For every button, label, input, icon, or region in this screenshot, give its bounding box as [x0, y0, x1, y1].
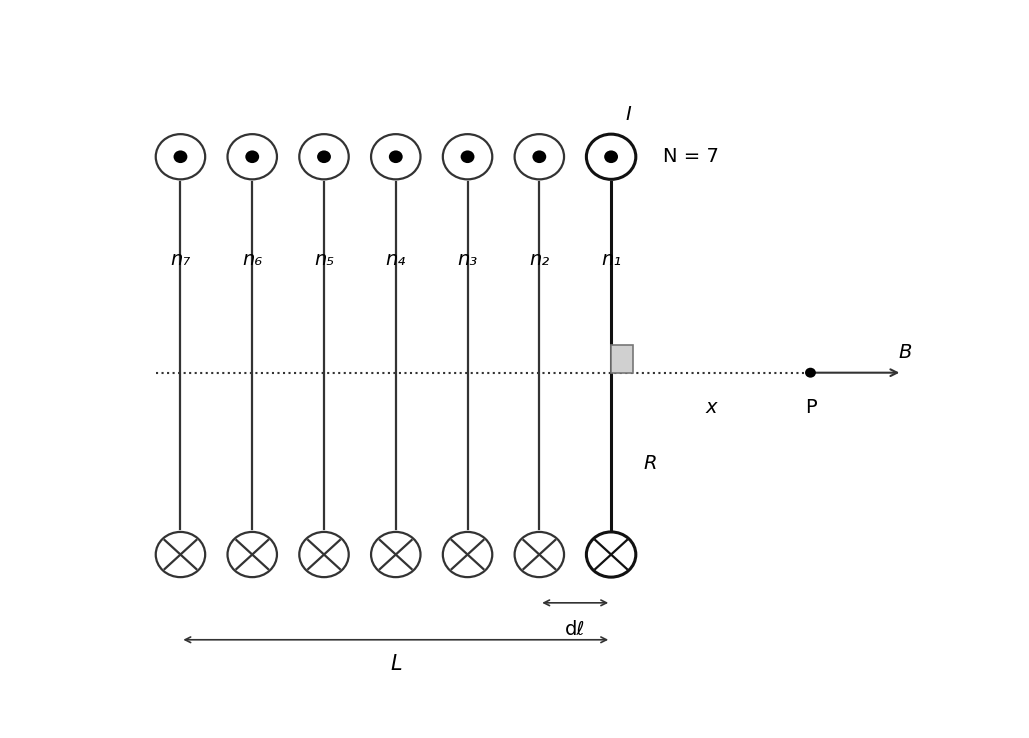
Text: x: x — [705, 399, 716, 417]
Text: B: B — [898, 343, 912, 362]
Ellipse shape — [155, 532, 205, 577]
Ellipse shape — [299, 134, 349, 179]
Ellipse shape — [389, 151, 402, 163]
Ellipse shape — [245, 151, 259, 163]
Ellipse shape — [299, 532, 349, 577]
Ellipse shape — [587, 532, 636, 577]
Ellipse shape — [805, 368, 816, 378]
Ellipse shape — [174, 151, 187, 163]
Text: n₃: n₃ — [458, 249, 477, 269]
Ellipse shape — [227, 532, 277, 577]
Text: N = 7: N = 7 — [663, 148, 719, 166]
Text: n₂: n₂ — [529, 249, 549, 269]
Ellipse shape — [227, 134, 277, 179]
Ellipse shape — [532, 151, 546, 163]
Ellipse shape — [587, 134, 636, 179]
Ellipse shape — [155, 134, 205, 179]
Text: I: I — [626, 105, 631, 124]
Ellipse shape — [461, 151, 474, 163]
Text: dℓ: dℓ — [565, 620, 586, 639]
Text: n₇: n₇ — [171, 249, 190, 269]
Text: R: R — [643, 454, 657, 473]
Ellipse shape — [442, 134, 492, 179]
Ellipse shape — [514, 532, 564, 577]
Text: n₆: n₆ — [242, 249, 262, 269]
Text: L: L — [390, 654, 401, 674]
Ellipse shape — [604, 151, 618, 163]
Ellipse shape — [317, 151, 331, 163]
Bar — [611, 345, 634, 373]
Text: n₅: n₅ — [314, 249, 334, 269]
Text: n₁: n₁ — [601, 249, 622, 269]
Ellipse shape — [371, 134, 421, 179]
Ellipse shape — [371, 532, 421, 577]
Text: P: P — [805, 399, 816, 417]
Ellipse shape — [514, 134, 564, 179]
Text: n₄: n₄ — [386, 249, 405, 269]
Ellipse shape — [442, 532, 492, 577]
